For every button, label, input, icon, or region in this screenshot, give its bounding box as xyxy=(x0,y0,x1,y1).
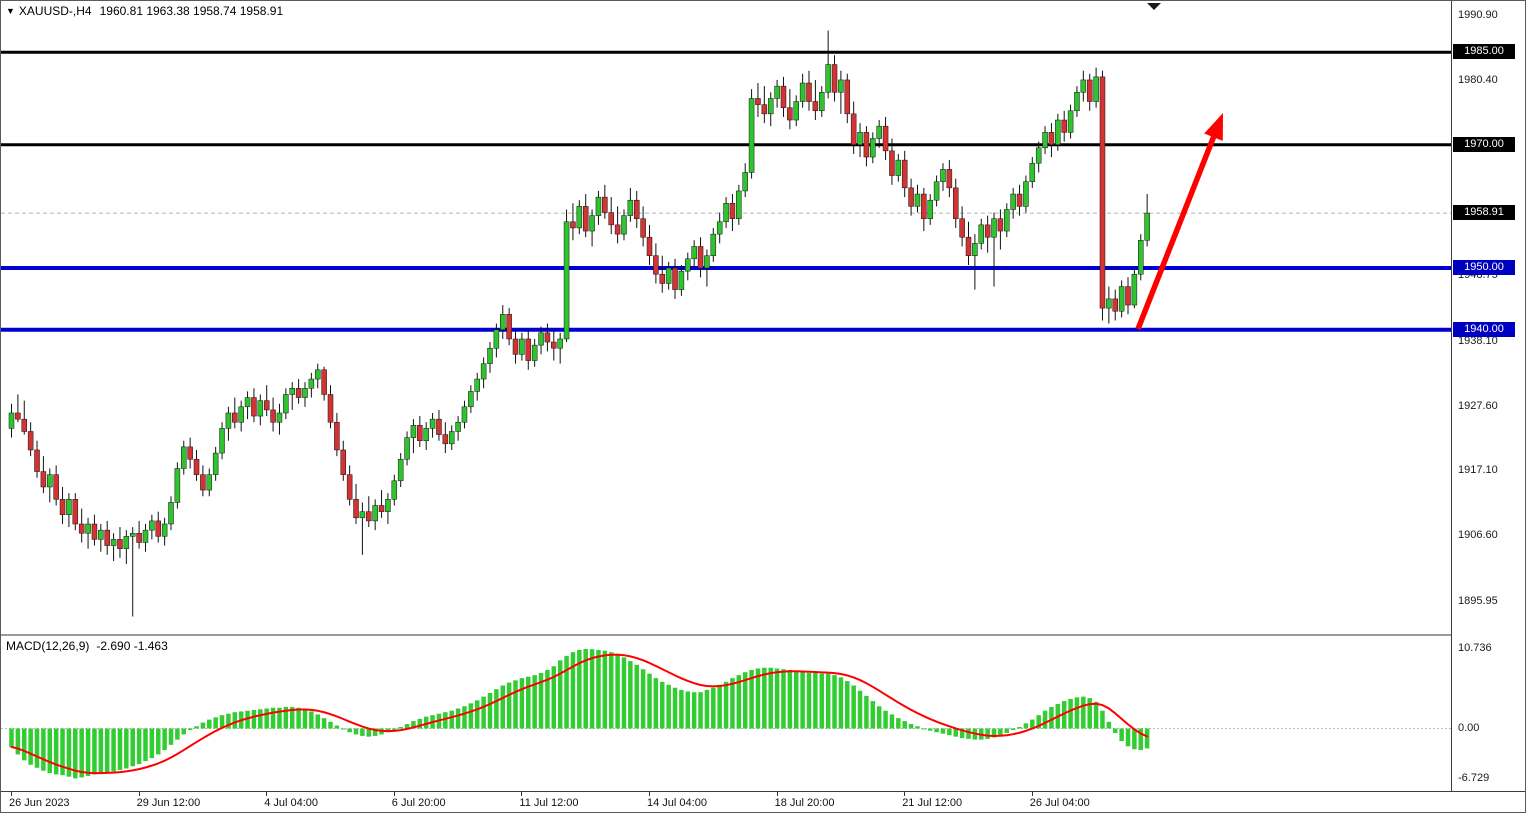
level-badge-1985: 1985.00 xyxy=(1453,44,1515,60)
macd-panel-canvas[interactable] xyxy=(1,637,1451,790)
price-axis[interactable]: 1990.90 1980.40 1948.75 1938.10 1927.60 1917.… xyxy=(1451,1,1525,791)
chart-title: ▼ XAUUSD-,H4 1960.81 1963.38 1958.74 1958.… xyxy=(6,4,283,18)
time-axis-tick xyxy=(649,792,650,796)
macd-axis-label: 10.736 xyxy=(1458,642,1492,655)
macd-indicator-title: MACD(12,26,9) -2.690 -1.463 xyxy=(6,639,168,653)
macd-histogram xyxy=(9,648,1150,779)
main-chart-canvas[interactable] xyxy=(1,1,1451,634)
time-axis-label: 21 Jul 12:00 xyxy=(902,797,963,809)
price-axis-label: 1906.60 xyxy=(1458,529,1498,542)
macd-name: MACD(12,26,9) xyxy=(6,639,90,653)
time-axis-tick xyxy=(138,792,140,796)
time-axis-tick xyxy=(11,792,12,796)
price-axis-label: 1980.40 xyxy=(1458,74,1498,87)
macd-values: -2.690 -1.463 xyxy=(96,639,168,653)
symbol-dropdown-icon: ▼ xyxy=(6,6,15,16)
time-axis-label: 18 Jul 20:00 xyxy=(774,797,835,809)
price-axis-label: 1927.60 xyxy=(1458,399,1498,412)
time-axis-tick xyxy=(1031,792,1033,796)
macd-axis-label: 0.00 xyxy=(1458,722,1480,734)
time-axis-label: 14 Jul 04:00 xyxy=(647,797,707,809)
time-axis-label: 6 Jul 20:00 xyxy=(391,797,446,809)
price-axis-label: 1895.95 xyxy=(1458,594,1498,607)
time-axis-tick xyxy=(266,792,268,796)
price-axis-label: 1990.90 xyxy=(1458,9,1498,22)
macd-axis-label: -6.729 xyxy=(1458,771,1490,784)
symbol-period-label: XAUUSD-,H4 xyxy=(18,4,92,18)
time-axis-label: 11 Jul 12:00 xyxy=(519,797,579,809)
chart-shift-marker-icon[interactable] xyxy=(1147,3,1161,10)
time-axis-tick xyxy=(776,792,778,796)
price-axis-label: 1917.10 xyxy=(1458,464,1498,477)
level-badge-1940: 1940.00 xyxy=(1453,321,1515,337)
trend-arrow[interactable] xyxy=(1135,113,1223,331)
time-axis-tick xyxy=(521,792,523,796)
current-price-badge: 1958.91 xyxy=(1453,205,1515,221)
candlestick-series xyxy=(8,30,1150,617)
time-axis-tick xyxy=(904,792,906,796)
ohlc-values: 1960.81 1963.38 1958.74 1958.91 xyxy=(99,4,284,18)
time-axis-label: 26 Jul 04:00 xyxy=(1029,797,1090,809)
level-badge-1950: 1950.00 xyxy=(1453,260,1515,276)
level-badge-1970: 1970.00 xyxy=(1453,136,1515,152)
time-axis-tick xyxy=(393,792,395,796)
time-axis-label: 26 Jun 2023 xyxy=(9,797,70,809)
time-axis-label: 4 Jul 04:00 xyxy=(264,797,319,809)
macd-signal-line xyxy=(10,653,1149,775)
time-axis[interactable]: 26 Jun 2023 29 Jun 12:00 4 Jul 04:00 6 Jul … xyxy=(1,791,1525,812)
price-axis-label: 1938.10 xyxy=(1458,334,1498,347)
panel-separator[interactable] xyxy=(1,634,1452,636)
time-axis-label: 29 Jun 12:00 xyxy=(136,797,201,809)
